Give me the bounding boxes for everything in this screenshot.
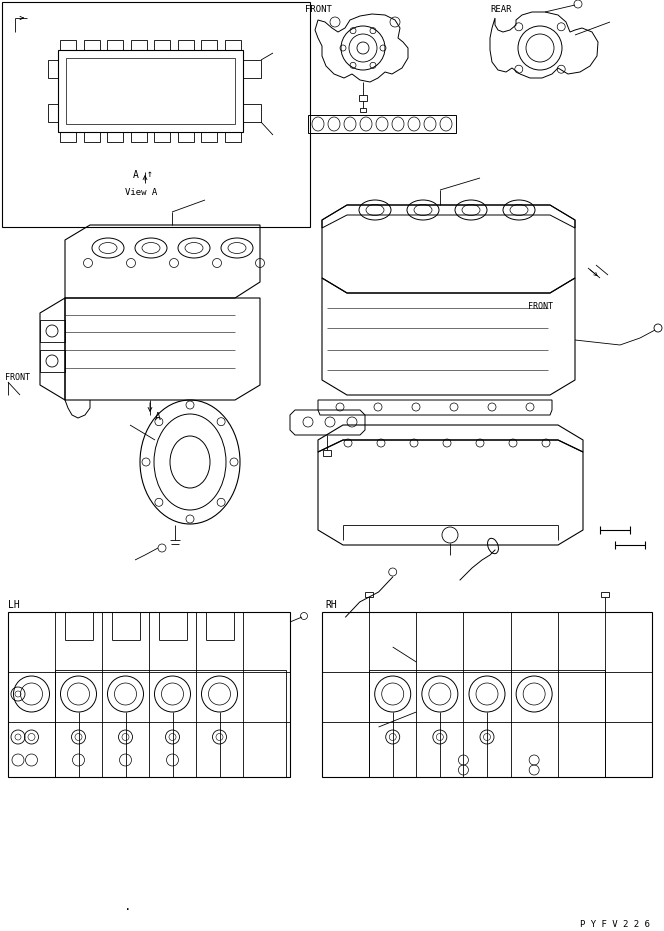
Bar xyxy=(107,40,123,50)
Bar xyxy=(55,670,286,777)
Bar xyxy=(84,40,100,50)
Bar xyxy=(60,40,76,50)
Text: REAR: REAR xyxy=(490,5,511,14)
Bar xyxy=(308,115,456,133)
Bar xyxy=(243,104,261,122)
Bar xyxy=(178,40,194,50)
Bar xyxy=(66,58,235,124)
Text: View A: View A xyxy=(125,188,157,197)
Bar xyxy=(48,60,58,78)
Bar xyxy=(359,95,367,101)
Bar xyxy=(243,60,261,78)
Bar xyxy=(154,40,170,50)
Bar xyxy=(322,612,652,777)
Bar xyxy=(154,132,170,142)
Bar xyxy=(40,320,65,342)
Bar xyxy=(2,2,310,227)
Bar xyxy=(8,612,290,777)
Text: FRONT: FRONT xyxy=(528,302,553,311)
Bar xyxy=(58,50,243,132)
Text: A: A xyxy=(155,412,161,422)
Bar xyxy=(225,132,241,142)
Bar xyxy=(365,592,373,597)
Bar xyxy=(48,104,58,122)
Bar xyxy=(131,40,147,50)
Text: RH: RH xyxy=(325,600,337,610)
Bar xyxy=(201,40,217,50)
Bar xyxy=(60,132,76,142)
Bar xyxy=(131,132,147,142)
Text: A: A xyxy=(133,170,139,180)
Bar xyxy=(225,40,241,50)
Text: .: . xyxy=(124,900,131,913)
Text: ↑: ↑ xyxy=(147,169,153,179)
Bar xyxy=(40,350,65,372)
Bar xyxy=(178,132,194,142)
Bar xyxy=(107,132,123,142)
Bar xyxy=(601,592,609,597)
Bar xyxy=(323,450,331,456)
Bar xyxy=(360,108,366,112)
Text: LH: LH xyxy=(8,600,20,610)
Bar xyxy=(201,132,217,142)
Text: FRONT: FRONT xyxy=(5,373,30,382)
Bar xyxy=(84,132,100,142)
Bar xyxy=(369,670,605,777)
Text: FRONT: FRONT xyxy=(305,5,332,14)
Text: P Y F V 2 2 6: P Y F V 2 2 6 xyxy=(580,920,650,929)
